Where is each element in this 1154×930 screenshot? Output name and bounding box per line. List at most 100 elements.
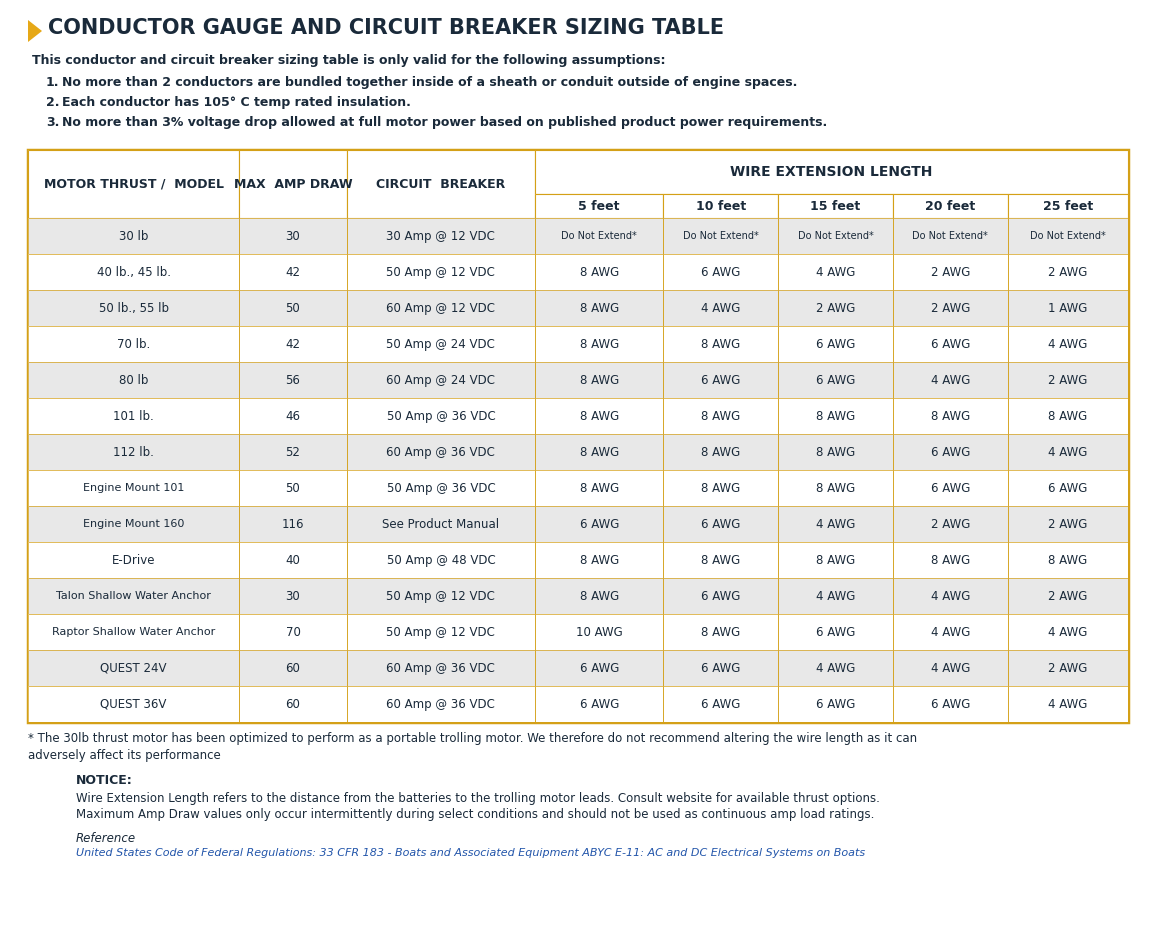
Text: 50 Amp @ 36 VDC: 50 Amp @ 36 VDC: [387, 409, 495, 422]
Bar: [28, 506, 1127, 542]
Bar: [535, 194, 664, 218]
Bar: [893, 398, 1007, 434]
Bar: [664, 326, 778, 362]
Text: 8 AWG: 8 AWG: [579, 374, 619, 387]
Text: CIRCUIT  BREAKER: CIRCUIT BREAKER: [376, 178, 505, 191]
Text: 6 AWG: 6 AWG: [702, 661, 741, 674]
Bar: [778, 434, 893, 470]
Text: 6 AWG: 6 AWG: [702, 590, 741, 603]
Bar: [778, 470, 893, 506]
Text: 8 AWG: 8 AWG: [816, 482, 855, 495]
Text: 8 AWG: 8 AWG: [579, 482, 619, 495]
Bar: [1007, 686, 1127, 722]
Text: 3.: 3.: [46, 116, 59, 129]
Text: Do Not Extend*: Do Not Extend*: [1029, 231, 1106, 241]
Bar: [28, 470, 239, 506]
Bar: [893, 434, 1007, 470]
Bar: [28, 218, 1127, 254]
Bar: [664, 686, 778, 722]
Text: 30 Amp @ 12 VDC: 30 Amp @ 12 VDC: [387, 230, 495, 243]
Bar: [28, 578, 1127, 614]
Text: No more than 2 conductors are bundled together inside of a sheath or conduit out: No more than 2 conductors are bundled to…: [62, 76, 797, 89]
Text: 4 AWG: 4 AWG: [930, 661, 969, 674]
Bar: [28, 150, 1127, 194]
Bar: [893, 686, 1007, 722]
Bar: [347, 362, 535, 398]
Bar: [1007, 506, 1127, 542]
Bar: [664, 362, 778, 398]
Bar: [535, 326, 664, 362]
Bar: [893, 218, 1007, 254]
Text: 50 Amp @ 36 VDC: 50 Amp @ 36 VDC: [387, 482, 495, 495]
Text: 50 Amp @ 12 VDC: 50 Amp @ 12 VDC: [387, 590, 495, 603]
Bar: [239, 218, 347, 254]
Text: 2 AWG: 2 AWG: [1048, 590, 1087, 603]
Bar: [28, 542, 239, 578]
Text: 8 AWG: 8 AWG: [579, 301, 619, 314]
Bar: [664, 398, 778, 434]
Text: 50: 50: [285, 482, 300, 495]
Text: 8 AWG: 8 AWG: [816, 553, 855, 566]
Text: 6 AWG: 6 AWG: [816, 698, 855, 711]
Bar: [1007, 254, 1127, 290]
Bar: [778, 326, 893, 362]
Text: Each conductor has 105° C temp rated insulation.: Each conductor has 105° C temp rated ins…: [62, 96, 411, 109]
Bar: [28, 542, 1127, 578]
Bar: [28, 686, 1127, 722]
Bar: [535, 506, 664, 542]
Bar: [28, 398, 1127, 434]
Bar: [535, 218, 664, 254]
Bar: [778, 290, 893, 326]
Bar: [1007, 470, 1127, 506]
Bar: [28, 650, 1127, 686]
Text: 6 AWG: 6 AWG: [816, 374, 855, 387]
Text: 60 Amp @ 12 VDC: 60 Amp @ 12 VDC: [387, 301, 495, 314]
Bar: [778, 578, 893, 614]
Text: 50: 50: [285, 301, 300, 314]
Polygon shape: [28, 20, 42, 42]
Bar: [28, 150, 239, 218]
Bar: [28, 614, 1127, 650]
Bar: [239, 470, 347, 506]
Text: 8 AWG: 8 AWG: [579, 553, 619, 566]
Bar: [347, 614, 535, 650]
Bar: [893, 506, 1007, 542]
Bar: [239, 326, 347, 362]
Bar: [239, 150, 347, 218]
Text: 6 AWG: 6 AWG: [702, 265, 741, 278]
Bar: [347, 686, 535, 722]
Bar: [893, 326, 1007, 362]
Bar: [28, 434, 1127, 470]
Bar: [535, 398, 664, 434]
Text: 8 AWG: 8 AWG: [702, 445, 741, 458]
Text: 40: 40: [285, 553, 300, 566]
Bar: [893, 614, 1007, 650]
Text: 10 AWG: 10 AWG: [576, 626, 623, 639]
Text: 116: 116: [282, 517, 305, 530]
Text: Do Not Extend*: Do Not Extend*: [913, 231, 988, 241]
Bar: [28, 290, 239, 326]
Bar: [893, 290, 1007, 326]
Text: adversely affect its performance: adversely affect its performance: [28, 749, 220, 762]
Bar: [893, 194, 1007, 218]
Bar: [535, 434, 664, 470]
Bar: [347, 542, 535, 578]
Text: 2 AWG: 2 AWG: [930, 517, 969, 530]
Bar: [1007, 614, 1127, 650]
Text: 8 AWG: 8 AWG: [702, 626, 741, 639]
Text: 6 AWG: 6 AWG: [930, 338, 969, 351]
Text: 4 AWG: 4 AWG: [816, 590, 855, 603]
Bar: [28, 470, 1127, 506]
Text: 6 AWG: 6 AWG: [702, 517, 741, 530]
Text: WIRE EXTENSION LENGTH: WIRE EXTENSION LENGTH: [730, 165, 932, 179]
Bar: [1007, 194, 1127, 218]
Text: Do Not Extend*: Do Not Extend*: [797, 231, 874, 241]
Text: 8 AWG: 8 AWG: [702, 338, 741, 351]
Bar: [28, 434, 239, 470]
Text: 8 AWG: 8 AWG: [579, 338, 619, 351]
Text: 8 AWG: 8 AWG: [702, 482, 741, 495]
Bar: [778, 686, 893, 722]
Bar: [239, 506, 347, 542]
Bar: [1007, 542, 1127, 578]
Bar: [778, 362, 893, 398]
